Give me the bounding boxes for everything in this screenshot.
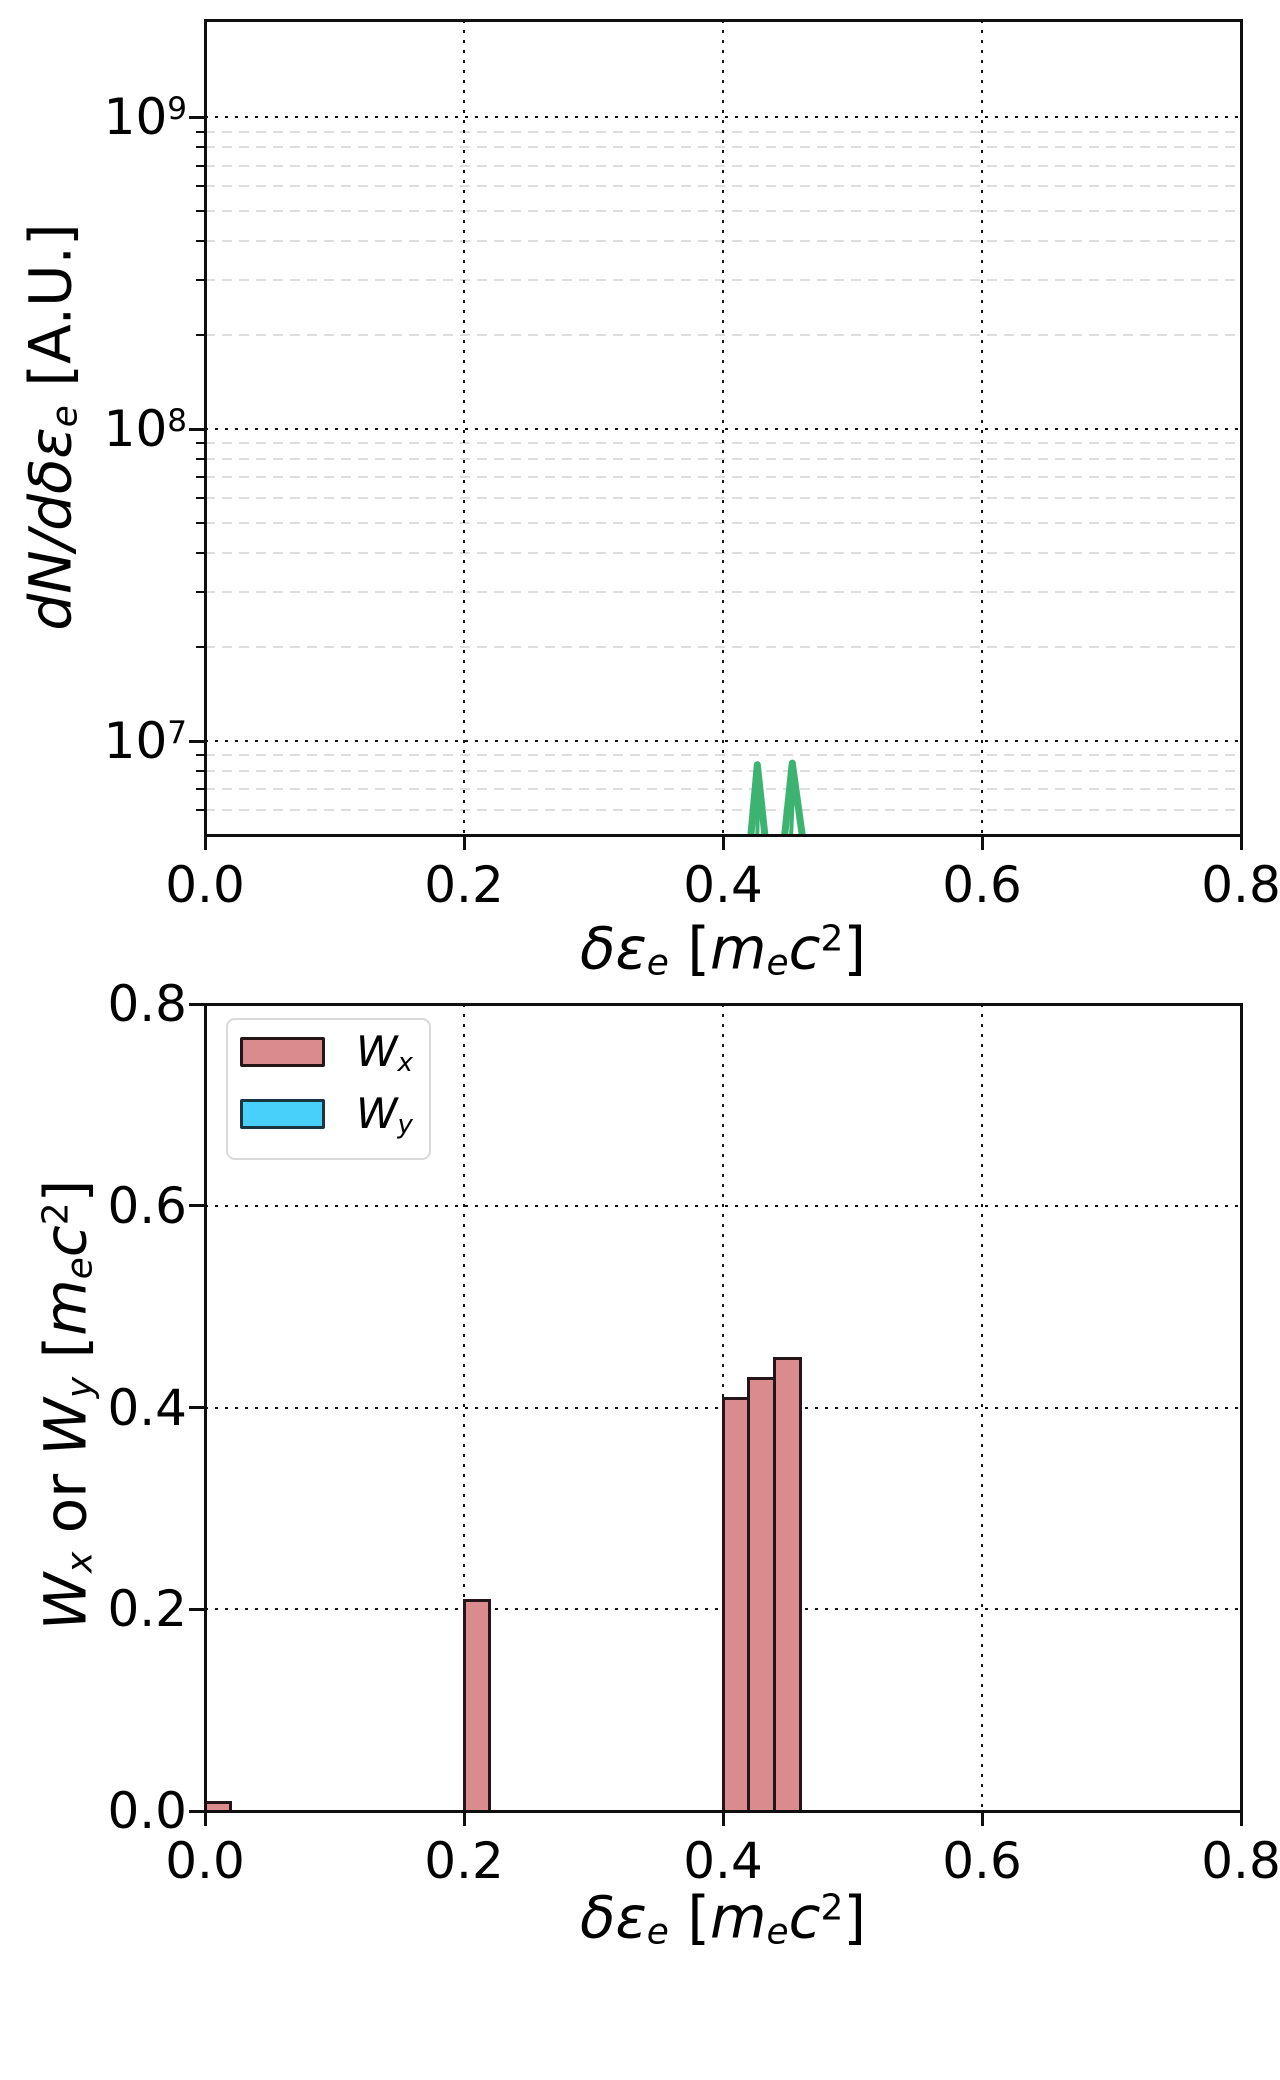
x-tick-label: 0.0 bbox=[165, 856, 245, 914]
x-tick-label: 0.2 bbox=[424, 856, 504, 914]
x-major-tick bbox=[203, 835, 207, 850]
y-minor-tick bbox=[195, 334, 204, 337]
major-gridline bbox=[463, 20, 465, 835]
y-minor-tick bbox=[195, 279, 204, 282]
major-gridline bbox=[981, 1004, 983, 1811]
axis-spine-left bbox=[203, 1002, 207, 1813]
x-tick-label: 0.0 bbox=[165, 1832, 245, 1890]
spectrum-line-svg bbox=[747, 759, 806, 835]
x-major-tick bbox=[980, 1811, 984, 1826]
y-major-tick bbox=[188, 427, 204, 431]
x-tick-label: 0.6 bbox=[942, 856, 1022, 914]
legend-swatch-wx bbox=[240, 1037, 325, 1067]
y-minor-tick bbox=[195, 130, 204, 133]
top-x-axis-label: δεe [mec2] bbox=[579, 914, 867, 984]
y-tick-label: 0.0 bbox=[107, 1782, 187, 1840]
y-minor-tick bbox=[195, 497, 204, 500]
y-tick-label: 108 bbox=[103, 400, 187, 459]
y-tick-label: 107 bbox=[103, 712, 187, 771]
x-major-tick bbox=[203, 1811, 207, 1826]
histogram-bar-w_x bbox=[747, 1377, 777, 1811]
y-tick-label: 0.8 bbox=[107, 975, 187, 1033]
axis-spine-top bbox=[203, 1002, 1243, 1006]
y-tick-label: 0.2 bbox=[107, 1580, 187, 1639]
y-minor-tick bbox=[195, 788, 204, 791]
legend-label: Wy bbox=[356, 1089, 413, 1140]
axis-spine-right bbox=[1239, 18, 1243, 837]
y-major-tick bbox=[188, 1406, 204, 1409]
y-minor-tick bbox=[195, 210, 204, 213]
x-major-tick bbox=[1239, 1811, 1243, 1826]
y-minor-tick bbox=[195, 646, 204, 649]
y-tick-label: 0.6 bbox=[107, 1176, 187, 1235]
y-minor-tick bbox=[195, 522, 204, 525]
top-spectrum-plot-area bbox=[188, 18, 1243, 850]
y-minor-tick bbox=[195, 591, 204, 594]
y-minor-tick bbox=[195, 552, 204, 555]
bottom-x-axis-label: δεe [mec2] bbox=[579, 1883, 867, 1953]
y-major-tick bbox=[188, 1204, 204, 1208]
y-minor-tick bbox=[195, 164, 204, 167]
y-minor-tick bbox=[195, 185, 204, 188]
y-major-tick bbox=[188, 739, 204, 743]
spectrum-peak bbox=[781, 759, 806, 835]
y-minor-tick bbox=[195, 754, 204, 757]
y-major-tick bbox=[188, 115, 204, 119]
legend: Wx Wy bbox=[226, 1018, 431, 1160]
y-minor-tick bbox=[195, 770, 204, 773]
y-major-tick bbox=[188, 1002, 204, 1006]
y-tick-label: 0.4 bbox=[107, 1378, 187, 1437]
axis-spine-left bbox=[203, 18, 207, 837]
y-minor-tick bbox=[195, 809, 204, 812]
x-major-tick bbox=[721, 835, 725, 850]
x-major-tick bbox=[1239, 835, 1243, 850]
x-tick-label: 0.4 bbox=[683, 1832, 763, 1890]
x-major-tick bbox=[462, 835, 466, 850]
y-minor-tick bbox=[195, 458, 204, 461]
x-major-tick bbox=[980, 835, 984, 850]
histogram-bar-w_x bbox=[721, 1397, 751, 1811]
legend-swatch-wy bbox=[240, 1099, 325, 1129]
axis-spine-top bbox=[203, 18, 1243, 22]
spectrum-peak-inner-leg bbox=[755, 784, 761, 835]
spectrum-peak bbox=[747, 761, 769, 835]
histogram-bar-w_x bbox=[773, 1357, 803, 1811]
x-tick-label: 0.6 bbox=[942, 1832, 1022, 1890]
y-minor-tick bbox=[195, 476, 204, 479]
x-tick-label: 0.8 bbox=[1201, 1832, 1280, 1890]
x-major-tick bbox=[721, 1811, 725, 1826]
x-major-tick bbox=[462, 1811, 466, 1826]
major-gridline bbox=[463, 1004, 465, 1811]
y-minor-tick bbox=[195, 240, 204, 243]
bottom-bar-plot-area: Wx Wy bbox=[188, 1002, 1243, 1826]
histogram-bar-w_x bbox=[462, 1599, 492, 1811]
x-tick-label: 0.4 bbox=[683, 856, 763, 914]
legend-label: Wx bbox=[356, 1027, 413, 1078]
axis-spine-right bbox=[1239, 1002, 1243, 1813]
y-major-tick bbox=[188, 1607, 204, 1611]
spectrum-peak-inner-leg bbox=[789, 783, 796, 835]
y-tick-label: 109 bbox=[103, 88, 187, 147]
y-minor-tick bbox=[195, 442, 204, 445]
y-minor-tick bbox=[195, 146, 204, 149]
y-major-tick bbox=[188, 1809, 204, 1813]
x-tick-label: 0.2 bbox=[424, 1832, 504, 1890]
major-gridline bbox=[981, 20, 983, 835]
major-gridline bbox=[722, 20, 724, 835]
x-tick-label: 0.8 bbox=[1201, 856, 1280, 914]
